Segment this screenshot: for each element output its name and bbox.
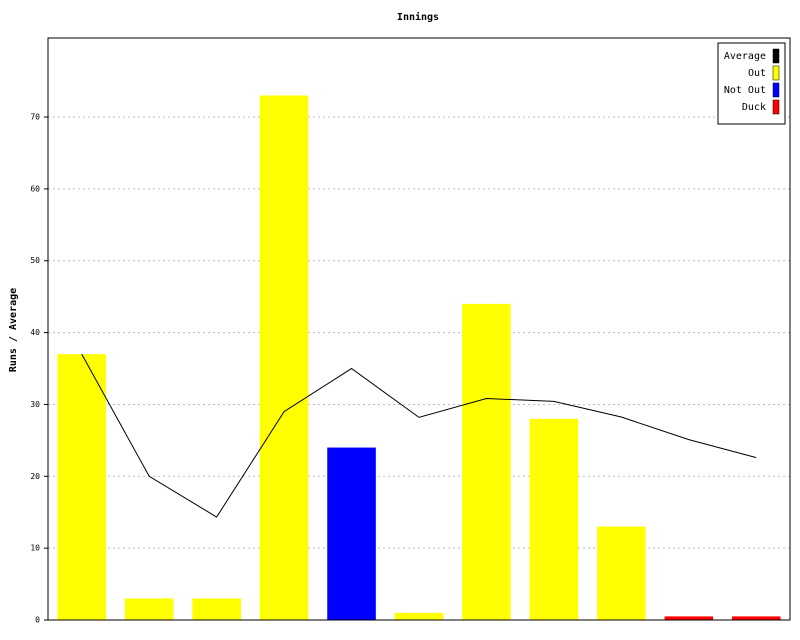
bar [529,418,579,620]
y-axis-label: Runs / Average [8,288,19,372]
bar [462,303,511,620]
bar [327,447,376,620]
bar [664,616,714,620]
y-tick-label: 10 [30,544,40,553]
plot-frame [47,37,791,621]
y-tick-label: 0 [35,616,40,625]
legend-swatch [772,82,780,98]
y-tick-label: 20 [30,472,40,481]
legend-label: Duck [742,102,766,113]
y-tick-label: 50 [30,256,40,265]
bar [259,95,309,620]
y-tick-label: 40 [30,328,40,337]
y-tick-label: 60 [30,184,40,193]
bar [57,354,107,620]
legend-label: Average [724,51,766,62]
legend-label: Out [748,68,766,79]
bar [597,526,646,620]
bar [731,616,781,620]
bar [192,598,241,620]
legend-swatch [772,65,780,81]
bar [394,612,444,620]
bar [124,598,174,620]
legend-label: Not Out [724,85,766,96]
legend-swatch [772,48,780,64]
y-tick-label: 30 [30,400,40,409]
average-line [81,353,757,518]
y-tick-label: 70 [30,113,40,122]
legend-swatch [772,99,780,115]
chart-title: Innings [397,11,439,23]
